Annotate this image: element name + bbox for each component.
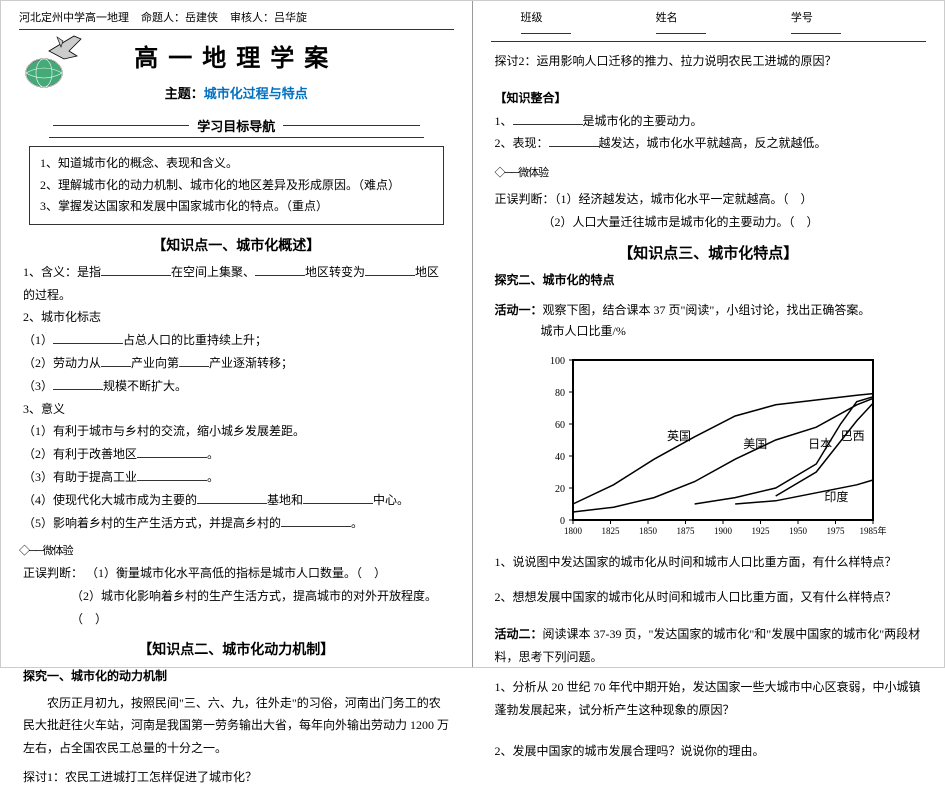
explore1-title: 探究一、城市化的动力机制 <box>23 665 450 688</box>
svg-text:1850: 1850 <box>639 526 658 536</box>
s1-l32b: 。 <box>207 447 219 461</box>
svg-text:1985年: 1985年 <box>860 525 887 536</box>
q2-label: 探讨2： <box>495 54 537 68</box>
subject-label: 主题： <box>165 86 204 101</box>
svg-text:60: 60 <box>555 420 565 431</box>
s1-l32: （2）有利于改善地区 <box>23 447 137 461</box>
z1b: 是城市化的主要动力。 <box>583 114 703 128</box>
svg-text:40: 40 <box>555 452 565 463</box>
svg-text:巴西: 巴西 <box>841 429 865 443</box>
objective-2: 2、理解城市化的动力机制、城市化的地区差异及形成原因。（难点） <box>40 175 433 197</box>
subject: 城市化过程与特点 <box>204 86 308 101</box>
s1-l1c: 地区转变为 <box>305 265 365 279</box>
q1-label: 探讨1： <box>23 770 65 784</box>
explore2-title: 探究二、城市化的特点 <box>495 269 923 292</box>
q2-text: 运用影响人口迁移的推力、拉力说明农民工进城的原因？ <box>537 54 837 68</box>
svg-text:日本: 日本 <box>808 437 832 451</box>
s1-l21: （1） <box>23 333 53 347</box>
s3-q1: 1、说说图中发达国家的城市化从时间和城市人口比重方面，有什么样特点？ <box>495 551 923 574</box>
urbanization-chart: 0204060801001800182518501875190019251950… <box>528 345 888 545</box>
svg-text:1925: 1925 <box>752 526 771 536</box>
s1-l35: （5）影响着乡村的生产生活方式，并提高乡村的 <box>23 516 281 530</box>
tfr2: （2）人口大量迁往城市是城市化的主要动力。（ ） <box>495 211 923 234</box>
s1-l33: （3）有助于提高工业 <box>23 470 137 484</box>
tfr1: （1）经济越发达，城市化水平一定就越高。（ ） <box>555 192 813 206</box>
header-right: 班级 姓名 学号 <box>491 9 927 37</box>
s1-l2: 2、城市化标志 <box>23 306 450 329</box>
s1-l22b: 产业向第 <box>131 356 179 370</box>
objective-1: 1、知道城市化的概念、表现和含义。 <box>40 153 433 175</box>
act2-label: 活动二： <box>495 627 543 641</box>
svg-text:英国: 英国 <box>667 429 691 443</box>
z2: 2、表现： <box>495 136 549 150</box>
class-label: 班级 <box>521 12 543 24</box>
q1-text: 农民工进城打工怎样促进了城市化？ <box>65 770 257 784</box>
section2-title: 【知识点二、城市化动力机制】 <box>19 639 454 659</box>
act1-text: 观察下图，结合课本 37 页"阅读"，小组讨论，找出正确答案。 <box>543 303 871 317</box>
left-column: 河北定州中学高一地理 命题人：岳建侠 审核人：吕华旋 高一地理学案 主题：城市化… <box>1 1 473 667</box>
svg-text:1975: 1975 <box>827 526 846 536</box>
section1-body: 1、含义：是指在空间上集聚、地区转变为地区的过程。 2、城市化标志 （1）占总人… <box>19 261 454 535</box>
s1-l35b: 。 <box>351 516 363 530</box>
reviewer-label: 审核人： <box>230 12 274 24</box>
tf-q1: （1）衡量城市化水平高低的指标是城市人口数量。（ ） <box>86 566 386 580</box>
s3-q4: 2、发展中国家的城市发展合理吗？说说你的理由。 <box>495 740 923 763</box>
act1-label: 活动一： <box>495 303 543 317</box>
section3-title: 【知识点三、城市化特点】 <box>491 242 927 263</box>
svg-text:1900: 1900 <box>714 526 733 536</box>
tf-intro-r: 正误判断： <box>495 192 555 206</box>
svg-text:20: 20 <box>555 484 565 495</box>
s1-l23b: 规模不断扩大。 <box>103 379 187 393</box>
s1-l31: （1）有利于城市与乡村的交流，缩小城乡发展差距。 <box>23 420 450 443</box>
micro-exp-sep: ◇──微体验 <box>19 542 454 558</box>
svg-text:100: 100 <box>550 356 565 367</box>
s1-l1b: 在空间上集聚、 <box>171 265 255 279</box>
s1-l33b: 。 <box>207 470 219 484</box>
objective-3: 3、掌握发达国家和发展中国家城市化的特点。（重点） <box>40 196 433 218</box>
micro-exp-sep-r: ◇──微体验 <box>495 163 923 184</box>
svg-text:印度: 印度 <box>825 489 849 504</box>
act2-text: 阅读课本 37-39 页，"发达国家的城市化"和"发展中国家的城市化"两段材料，… <box>495 627 921 664</box>
svg-text:1950: 1950 <box>789 526 808 536</box>
svg-text:1875: 1875 <box>677 526 696 536</box>
objectives-box: 1、知道城市化的概念、表现和含义。 2、理解城市化的动力机制、城市化的地区差异及… <box>29 146 444 225</box>
s1-l21b: 占总人口的比重持续上升； <box>123 333 267 347</box>
svg-text:1800: 1800 <box>564 526 583 536</box>
nav-box: 学习目标导航 <box>49 116 424 138</box>
author-label: 命题人： <box>141 12 185 24</box>
s3-q3: 1、分析从 20 世纪 70 年代中期开始，发达国家一些大城市中心区衰弱，中小城… <box>495 676 923 722</box>
s1-l34c: 中心。 <box>373 493 409 507</box>
s1-l34: （4）使现代化大城市成为主要的 <box>23 493 197 507</box>
svg-text:80: 80 <box>555 388 565 399</box>
globe-plane-icon <box>19 31 89 91</box>
header-left: 河北定州中学高一地理 命题人：岳建侠 审核人：吕华旋 <box>19 9 454 25</box>
z1: 1、 <box>495 114 513 128</box>
s3-q2: 2、想想发展中国家的城市化从时间和城市人口比重方面，又有什么样特点？ <box>495 586 923 609</box>
author: 岳建侠 <box>185 12 218 24</box>
zhishi-label: 【知识整合】 <box>495 87 923 110</box>
right-column: 班级 姓名 学号 探讨2：运用影响人口迁移的推力、拉力说明农民工进城的原因？ 【… <box>473 1 945 667</box>
svg-text:美国: 美国 <box>744 437 768 451</box>
s1-l3: 3、意义 <box>23 398 450 421</box>
s1-l22c: 产业逐渐转移； <box>209 356 293 370</box>
chart-ylabel: 城市人口比重/% <box>491 322 927 339</box>
section1-title: 【知识点一、城市化概述】 <box>19 235 454 255</box>
nav-title: 学习目标导航 <box>193 116 279 135</box>
tf-q2: （2）城市化影响着乡村的生产生活方式，提高城市的对外开放程度。（ ） <box>23 585 450 631</box>
school-name: 河北定州中学高一地理 <box>19 9 129 25</box>
s1-l22: （2）劳动力从 <box>23 356 101 370</box>
tf-intro: 正误判断： <box>23 566 83 580</box>
s1-l23: （3） <box>23 379 53 393</box>
s1-l1a: 1、含义：是指 <box>23 265 101 279</box>
z2b: 越发达，城市化水平就越高，反之就越低。 <box>599 136 827 150</box>
s1-l34b: 基地和 <box>267 493 303 507</box>
id-label: 学号 <box>791 12 813 24</box>
svg-text:1825: 1825 <box>602 526 621 536</box>
reviewer: 吕华旋 <box>274 12 307 24</box>
explore1-body: 农历正月初九，按照民间"三、六、九，往外走"的习俗，河南出门务工的农民大批赶往火… <box>23 692 450 760</box>
name-label: 姓名 <box>656 12 678 24</box>
